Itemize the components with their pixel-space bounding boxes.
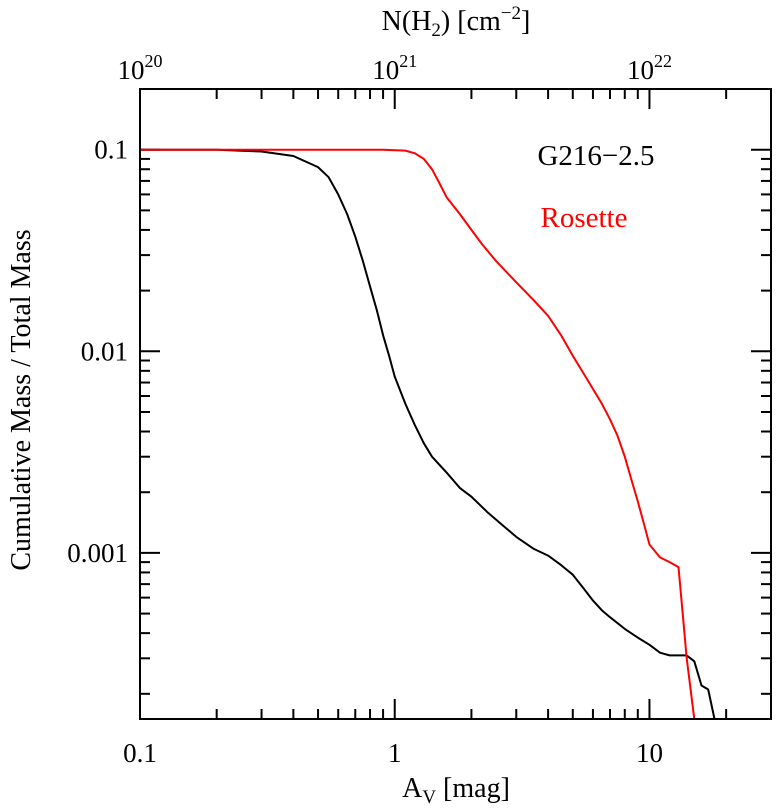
top-axis-label: N(H2) [cm−2] [382, 3, 531, 41]
legend-rosette: Rosette [541, 202, 628, 234]
y-tick-label: 0.1 [94, 135, 128, 165]
y-tick-label: 0.001 [67, 538, 128, 568]
y-axis-label: Cumulative Mass / Total Mass [6, 229, 37, 570]
top-tick-label: 1021 [372, 51, 417, 85]
data-curves [140, 148, 716, 719]
axis-ticks [139, 88, 772, 719]
x-tick-label: 1 [388, 738, 402, 768]
top-tick-label: 1020 [118, 51, 163, 85]
legend-g216: G216−2.5 [537, 140, 654, 172]
x-axis-label: AV [mag] [402, 773, 510, 808]
top-tick-label: 1022 [627, 51, 672, 85]
plot-frame [139, 88, 772, 720]
y-tick-label: 0.01 [81, 336, 128, 366]
x-tick-label: 0.1 [123, 738, 157, 768]
series-rosette-curve [140, 148, 696, 719]
series-g216-curve [140, 148, 716, 719]
x-tick-label: 10 [636, 738, 663, 768]
tick-labels: 0.1 1 10 0.1 0.01 0.001 1020 1021 1022 [67, 51, 672, 768]
